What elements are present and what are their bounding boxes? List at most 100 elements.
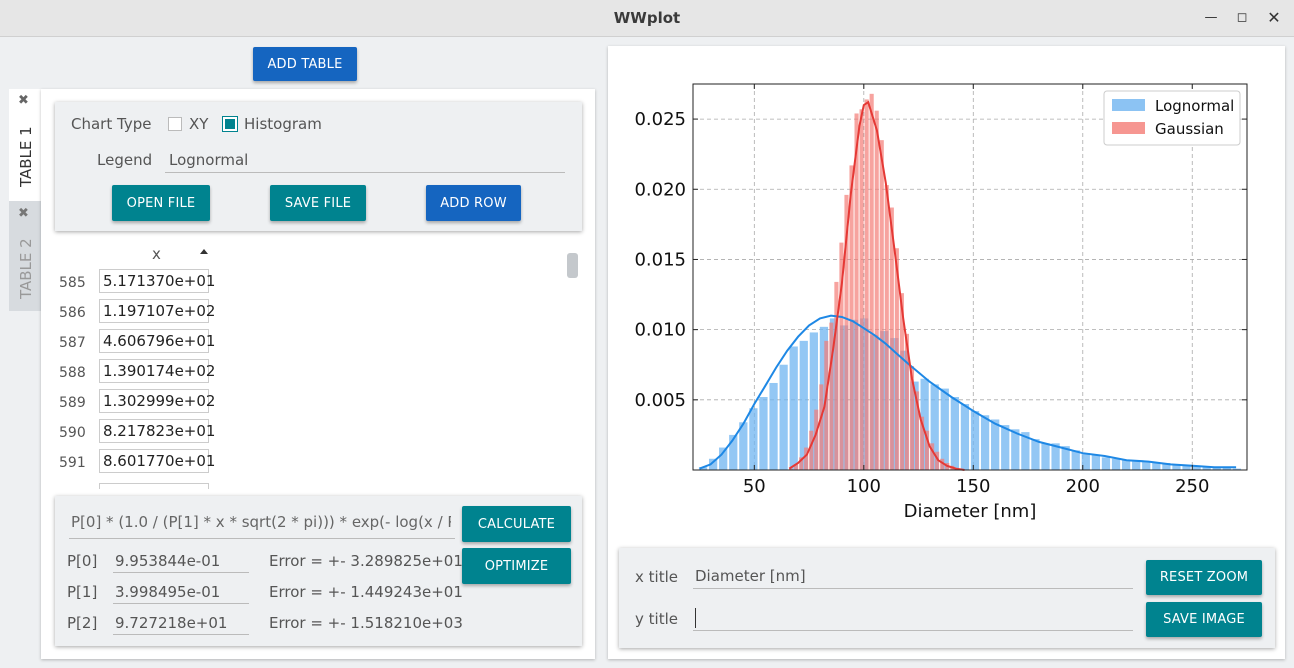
histogram-bar xyxy=(789,468,794,470)
tab-table-2[interactable]: ✖ TABLE 2 xyxy=(9,201,41,311)
reset-zoom-button[interactable]: RESET ZOOM xyxy=(1146,560,1262,595)
histogram-bar xyxy=(1192,465,1201,470)
histogram-bar xyxy=(950,397,959,470)
close-tab-icon[interactable]: ✖ xyxy=(18,93,29,108)
row-number: 586 xyxy=(59,305,86,321)
formula-input[interactable]: P[0] * (1.0 / (P[1] * x * sqrt(2 * pi)))… xyxy=(71,513,451,531)
save-image-button[interactable]: SAVE IMAGE xyxy=(1146,602,1262,637)
maximize-icon[interactable]: ◻ xyxy=(1236,10,1248,25)
histogram-bar xyxy=(809,332,818,470)
tab-label: TABLE 2 xyxy=(17,238,35,299)
histogram-bar xyxy=(1121,460,1131,470)
text-cursor xyxy=(695,608,696,628)
param-value-input[interactable]: 9.727218e+01 xyxy=(115,614,228,632)
title-bar: WWplot — ◻ ✕ xyxy=(0,0,1294,37)
table-cell-x[interactable]: 8.217823e+01 xyxy=(99,419,215,443)
x-tick-label: 50 xyxy=(743,476,766,497)
histogram-bar xyxy=(729,434,738,470)
table-cell-x[interactable]: 1.197107e+02 xyxy=(99,299,215,323)
table-cell-x[interactable]: 4.606796e+01 xyxy=(99,329,215,353)
histogram-bar xyxy=(900,350,909,470)
histogram-chart[interactable]: 50 100 150 200 250 0.005 0.010 0.015 0.020 0.025 D… xyxy=(608,46,1285,536)
sort-ascending-icon[interactable] xyxy=(200,249,208,254)
open-file-button[interactable]: OPEN FILE xyxy=(112,185,210,221)
table-cell-x[interactable]: 8.601770e+01 xyxy=(99,449,215,473)
column-header-x[interactable]: x xyxy=(152,245,161,263)
close-window-icon[interactable]: ✕ xyxy=(1267,8,1281,27)
histogram-bar xyxy=(1081,453,1090,470)
optimize-button[interactable]: OPTIMIZE xyxy=(462,548,571,584)
histogram-bar xyxy=(910,381,919,470)
histogram-bar xyxy=(930,384,939,470)
row-number: 589 xyxy=(59,395,86,411)
histogram-bar xyxy=(789,346,798,470)
histogram-bar xyxy=(749,408,758,470)
histogram-bar xyxy=(1101,457,1111,470)
histogram-bar xyxy=(880,331,889,470)
histogram-bar xyxy=(1071,450,1080,470)
minimize-icon[interactable]: — xyxy=(1204,10,1218,25)
legend-swatch-gaussian xyxy=(1112,122,1145,134)
histogram-bar xyxy=(698,467,708,470)
histogram-bar xyxy=(819,326,829,470)
param-name: P[0] xyxy=(67,552,98,570)
param-value-input[interactable]: 3.998495e-01 xyxy=(115,583,221,601)
close-tab-icon[interactable]: ✖ xyxy=(18,206,29,221)
formula-underline xyxy=(69,538,455,539)
data-table: x xyxy=(59,240,579,488)
add-table-button[interactable]: ADD TABLE xyxy=(253,47,357,81)
histogram-bar xyxy=(829,322,834,470)
histogram-label: Histogram xyxy=(244,115,322,133)
add-row-button[interactable]: ADD ROW xyxy=(426,185,521,221)
histogram-bar xyxy=(1011,429,1020,470)
fit-curve xyxy=(788,100,965,471)
fit-curve xyxy=(699,314,1237,470)
histogram-bar xyxy=(849,165,854,470)
histogram-bar xyxy=(824,340,829,470)
histogram-bar xyxy=(914,391,920,470)
table-cell-x[interactable]: 1.390174e+02 xyxy=(99,359,215,383)
table-row-partial xyxy=(99,483,209,489)
table-scrollbar[interactable] xyxy=(567,253,578,278)
histogram-bar xyxy=(870,335,879,470)
window-title: WWplot xyxy=(613,9,681,27)
histogram-checkbox[interactable] xyxy=(222,116,238,132)
x-title-underline xyxy=(693,588,1133,589)
histogram-bar xyxy=(864,99,869,470)
tab-table-1[interactable]: ✖ TABLE 1 xyxy=(9,89,41,201)
histogram-bar xyxy=(1041,443,1050,470)
x-title-input[interactable]: Diameter [nm] xyxy=(695,567,806,585)
histogram-bar xyxy=(970,411,980,470)
histogram-bar xyxy=(860,318,869,470)
histogram-bar xyxy=(850,319,859,470)
histogram-bar xyxy=(1212,467,1221,470)
param-value-input[interactable]: 9.953844e-01 xyxy=(115,552,221,570)
histogram-bar xyxy=(834,281,839,470)
plot-controls-card: x title Diameter [nm] y title RESET ZOOM… xyxy=(619,548,1275,648)
legend-input[interactable]: Lognormal xyxy=(169,151,249,169)
y-title-label: y title xyxy=(635,610,678,628)
histogram-bar xyxy=(819,384,824,470)
xy-label: XY xyxy=(189,115,209,133)
histogram-bar xyxy=(844,194,849,470)
histogram-bar xyxy=(839,242,844,470)
row-number: 585 xyxy=(59,275,86,291)
xy-checkbox[interactable] xyxy=(168,117,182,131)
histogram-bar xyxy=(930,443,935,470)
histogram-bar xyxy=(1001,425,1010,470)
calculate-button[interactable]: CALCULATE xyxy=(462,506,571,542)
y-tick-label: 0.010 xyxy=(634,320,686,341)
histogram-bar xyxy=(769,382,778,470)
param-error: Error = +- 3.289825e+01 xyxy=(269,552,463,570)
histogram-bar xyxy=(779,364,788,470)
table-cell-x[interactable]: 1.302999e+02 xyxy=(99,389,215,413)
save-file-button[interactable]: SAVE FILE xyxy=(270,185,366,221)
table-cell-x[interactable]: 5.171370e+01 xyxy=(99,269,215,293)
param-error: Error = +- 1.518210e+03 xyxy=(269,614,463,632)
row-number: 588 xyxy=(59,365,86,381)
param-underline xyxy=(113,603,249,604)
param-underline xyxy=(113,634,249,635)
histogram-bar xyxy=(884,185,889,470)
histogram-bar xyxy=(1232,468,1242,470)
histogram-bar xyxy=(1172,464,1181,470)
